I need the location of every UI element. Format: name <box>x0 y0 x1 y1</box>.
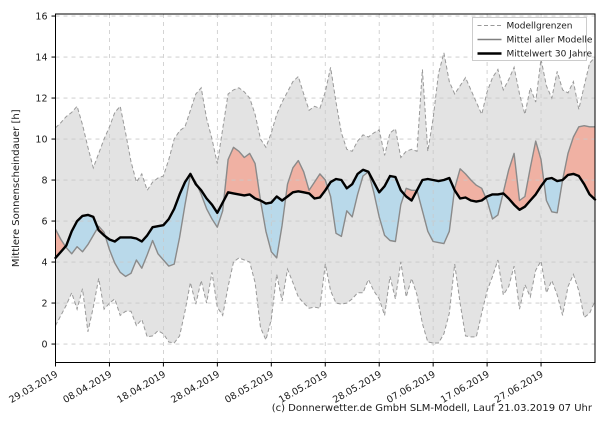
y-tick-label: 2 <box>41 298 47 309</box>
y-tick-label: 10 <box>35 134 47 145</box>
y-tick-label: 8 <box>41 175 47 186</box>
model-mean-line <box>54 125 595 278</box>
model-lower-bound-line <box>55 257 596 344</box>
legend-label: Mittelwert 30 Jahre <box>507 50 593 60</box>
y-tick-label: 16 <box>35 11 47 22</box>
y-tick-label: 14 <box>35 52 47 63</box>
legend-label: Mittel aller Modelle <box>507 36 593 46</box>
y-tick-label: 4 <box>41 257 47 268</box>
model-range-band <box>55 52 595 344</box>
y-tick-label: 6 <box>41 216 47 227</box>
y-tick-label: 0 <box>41 339 47 350</box>
legend-label: Modellgrenzen <box>507 22 573 32</box>
y-axis-label: Mittlere Sonnenscheindauer [h] <box>11 109 22 267</box>
model-upper-bound-line <box>55 52 596 192</box>
y-tick-label: 12 <box>35 93 47 104</box>
climate-mean-30y-line <box>54 168 597 260</box>
footer-credit: (c) Donnerwetter.de GmbH SLM-Modell, Lau… <box>272 403 593 414</box>
